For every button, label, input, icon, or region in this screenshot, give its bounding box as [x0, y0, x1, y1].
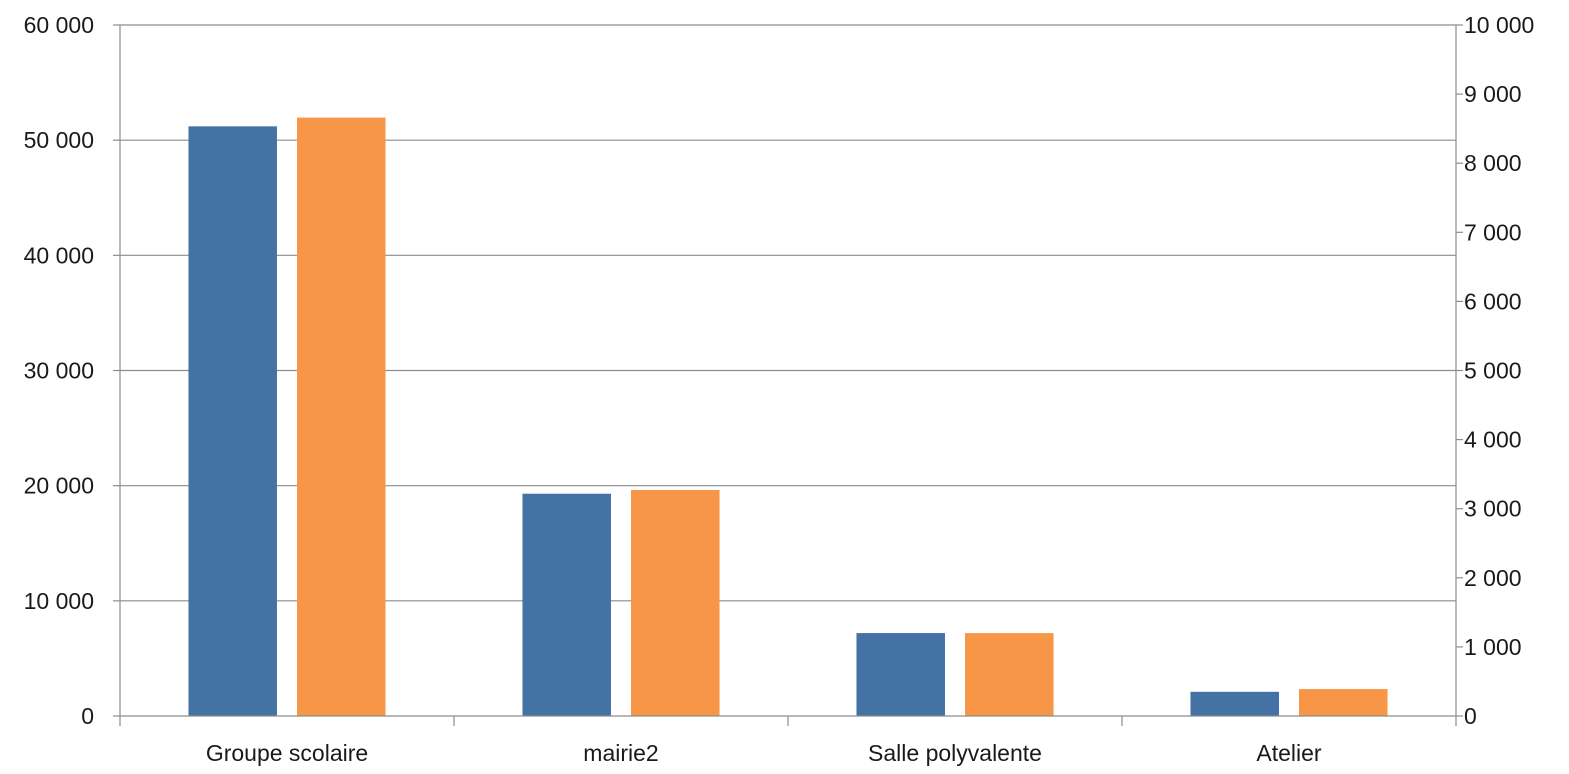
y2-tick-label: 4 000 [1464, 427, 1522, 453]
bar-series-1 [188, 126, 277, 716]
bar-series-1 [1190, 691, 1279, 716]
x-tick-label: Salle polyvalente [868, 740, 1042, 766]
y-tick-label: 20 000 [24, 473, 94, 499]
bar-series-2 [1299, 689, 1388, 716]
y-tick-label: 30 000 [24, 358, 94, 384]
axes [113, 24, 1463, 726]
y2-tick-label: 1 000 [1464, 634, 1522, 660]
y2-tick-label: 0 [1464, 703, 1477, 729]
y-tick-label: 10 000 [24, 588, 94, 614]
x-tick-label: Groupe scolaire [206, 740, 368, 766]
bar-series-2 [631, 490, 720, 716]
y2-tick-label: 9 000 [1464, 81, 1522, 107]
bar-series-1 [856, 633, 945, 716]
y-tick-label: 40 000 [24, 242, 94, 268]
bar-series-2 [965, 633, 1054, 716]
bar-series-2 [297, 117, 386, 717]
y2-tick-label: 5 000 [1464, 358, 1522, 384]
x-tick-label: mairie2 [583, 740, 658, 766]
y-tick-label: 0 [81, 703, 94, 729]
x-tick-label: Atelier [1256, 740, 1322, 766]
y2-tick-label: 6 000 [1464, 288, 1522, 314]
y-tick-label: 50 000 [24, 127, 94, 153]
y2-tick-label: 8 000 [1464, 150, 1522, 176]
bar-series-1 [522, 493, 611, 716]
y-tick-label: 60 000 [24, 12, 94, 38]
axis-labels: 0 10 000 20 000 30 000 40 000 50 000 60 000 0 1 … [24, 12, 1535, 766]
bars [188, 117, 1388, 717]
y2-tick-label: 2 000 [1464, 565, 1522, 591]
y2-tick-label: 7 000 [1464, 219, 1522, 245]
y2-tick-label: 3 000 [1464, 496, 1522, 522]
y2-tick-label: 10 000 [1464, 12, 1534, 38]
